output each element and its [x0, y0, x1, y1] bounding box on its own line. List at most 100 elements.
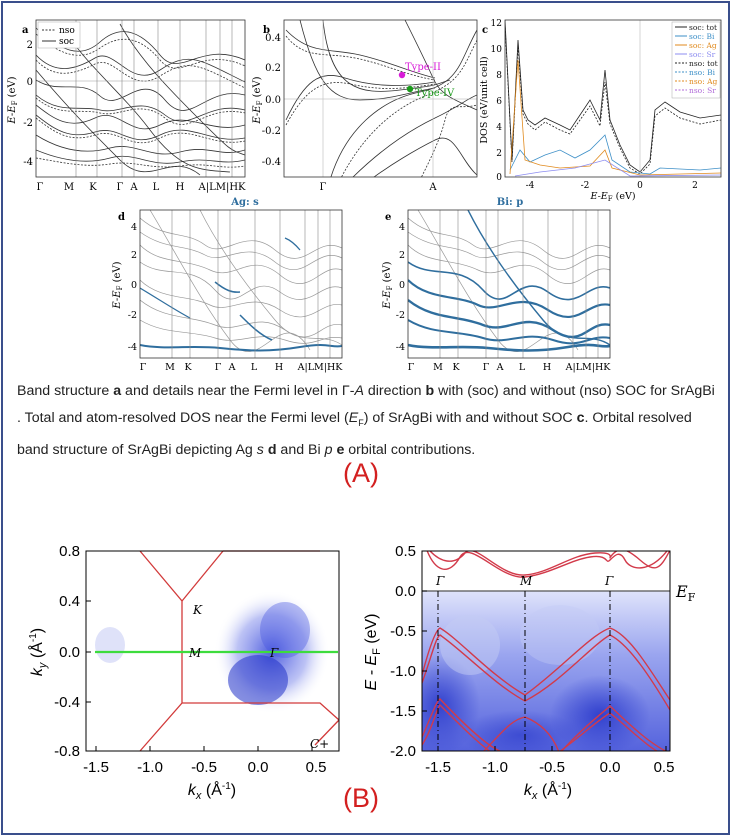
panel-d-kpoint: A|LM|HK [297, 362, 344, 373]
panel-e-kpoint: A|LM|HK [565, 362, 612, 373]
panel-c-letter: c [482, 25, 488, 36]
arpes-gamma-left: Γ [435, 574, 445, 588]
left-xlabel: kx (Å-1) [188, 780, 236, 802]
right-xtick: 0.5 [654, 759, 675, 776]
legend-soc: soc [59, 37, 74, 47]
panel-e-kpoint: L [519, 362, 526, 373]
left-ylabel: ky (Å-1) [27, 628, 49, 676]
point-k: K [192, 603, 203, 617]
fermi-surface-panel: K M Γ C+ 0.8 0.4 0.0 -0.4 -0.8 -1.5 -1.0… [27, 543, 340, 802]
panel-a-ylabel: E-EF (eV) [7, 76, 19, 124]
legend-nso-ag: nso: Ag [689, 77, 718, 86]
right-ytick: -2.0 [390, 743, 416, 760]
panel-a-ytick: 2 [27, 40, 33, 51]
right-ytick: -1.0 [390, 663, 416, 680]
panel-b-ytick: 0.4 [265, 33, 281, 44]
right-xtick: -1.5 [425, 759, 451, 776]
panel-b-ylabel: E-EF (eV) [252, 76, 264, 124]
panel-a-kpoint: H [176, 182, 185, 193]
point-gamma: Γ [269, 646, 279, 660]
panel-c-ytick: 0 [496, 173, 502, 183]
figure-a: a E-EF (eV) 2 0 -2 -4 [7, 19, 722, 373]
label-a: (A) [343, 458, 379, 488]
legend-nso-tot: nso: tot [689, 59, 718, 68]
panel-d-kpoint: M [165, 362, 175, 373]
panel-a-kpoint: L [153, 182, 160, 193]
panel-a-kpoint: K [89, 182, 97, 193]
panel-b-ytick: 0.2 [265, 63, 281, 74]
panel-e-ytick: 2 [399, 250, 405, 261]
panel-c-ytick: 2 [496, 149, 502, 159]
panel-c-ytick: 8 [496, 71, 502, 81]
legend-soc-sr: soc: Sr [689, 50, 716, 59]
panel-b-ytick: -0.2 [262, 126, 281, 137]
legend-soc-ag: soc: Ag [689, 41, 717, 50]
right-ytick: -0.5 [390, 623, 416, 640]
panel-d: d Ag: s E-EF (eV) 4 2 0 -2 -4 [112, 197, 343, 373]
panel-d-ytick: 4 [131, 222, 137, 233]
right-ytick: 0.0 [395, 583, 416, 600]
panel-e-kpoint: Γ [408, 362, 415, 373]
panel-b-kpoint: Γ [320, 182, 327, 193]
panel-a-ytick: -2 [23, 118, 33, 129]
right-xtick: 0.0 [600, 759, 621, 776]
arpes-gamma-right: Γ [604, 574, 614, 588]
panel-a-ytick: -4 [23, 157, 33, 168]
legend-nso-bi: nso: Bi [689, 68, 716, 77]
panel-e-title: Bi: p [497, 197, 523, 208]
panel-c-ytick: 12 [491, 19, 502, 29]
panel-e: e Bi: p E-EF (eV) 4 2 0 -2 -4 [382, 197, 611, 373]
panel-d-letter: d [118, 212, 125, 223]
left-ytick: 0.4 [59, 593, 80, 610]
panel-a-kpoint: Γ [117, 182, 124, 193]
point-m: M [188, 646, 202, 660]
panel-b: b E-EF (eV) 0.4 0.2 0.0 -0.2 -0.4 Ty [252, 19, 478, 193]
panel-b-letter: b [263, 25, 270, 36]
legend-soc-tot: soc: tot [689, 23, 717, 32]
panel-a: a E-EF (eV) 2 0 -2 -4 [7, 19, 246, 193]
panel-d-kpoint: H [275, 362, 283, 373]
panel-c-ytick: 4 [496, 123, 502, 133]
panel-c-ytick: 6 [496, 97, 502, 107]
label-b: (B) [343, 783, 379, 813]
panel-d-kpoint: Γ [215, 362, 222, 373]
panel-e-ytick: -2 [396, 310, 405, 321]
panel-d-kpoint: K [184, 362, 192, 373]
panel-a-kpoint: A [129, 182, 138, 193]
left-ytick: 0.0 [59, 644, 80, 661]
panel-c-xtick: 2 [692, 181, 698, 191]
panel-e-kpoint: A [496, 362, 504, 373]
panel-e-ytick: -4 [396, 342, 405, 353]
type-iv-point [406, 85, 414, 93]
panel-a-kpoint: A|LM|HK [197, 182, 246, 193]
left-ytick: -0.4 [54, 694, 80, 711]
right-xtick: -0.5 [539, 759, 565, 776]
panel-a-kpoint: M [64, 182, 74, 193]
panel-d-ylabel: E-EF (eV) [112, 261, 124, 309]
right-xtick: -1.0 [482, 759, 508, 776]
panel-b-kpoint: A [428, 182, 437, 193]
left-ytick: 0.8 [59, 543, 80, 560]
panel-c-ylabel: DOS (eV/unit cell) [479, 56, 490, 143]
figure-b: K M Γ C+ 0.8 0.4 0.0 -0.4 -0.8 -1.5 -1.0… [27, 543, 696, 802]
panel-b-ytick: -0.4 [262, 157, 281, 168]
legend-nso-sr: nso: Sr [689, 86, 716, 95]
type-iv-label: Type-IV [415, 88, 455, 99]
panel-d-ytick: 2 [131, 250, 137, 261]
panel-a-ytick: 0 [27, 77, 33, 88]
panel-b-ytick: 0.0 [265, 95, 281, 106]
right-ytick: -1.5 [390, 703, 416, 720]
arpes-m: M [519, 574, 533, 588]
figure-caption: Band structure a and details near the Fe… [17, 383, 715, 458]
panel-a-letter: a [22, 25, 29, 36]
panel-c-xtick: -2 [581, 181, 590, 191]
panel-a-kpoint: Γ [37, 182, 44, 193]
panel-c-xtick: 0 [637, 181, 643, 191]
left-xtick: 0.5 [306, 759, 327, 776]
panel-d-kpoint: L [251, 362, 258, 373]
left-xtick: 0.0 [248, 759, 269, 776]
panel-e-kpoint: Γ [483, 362, 490, 373]
corner-label: C+ [310, 737, 329, 751]
right-ylabel: E - EF (eV) [363, 614, 383, 691]
right-xlabel: kx (Å-1) [524, 780, 572, 802]
